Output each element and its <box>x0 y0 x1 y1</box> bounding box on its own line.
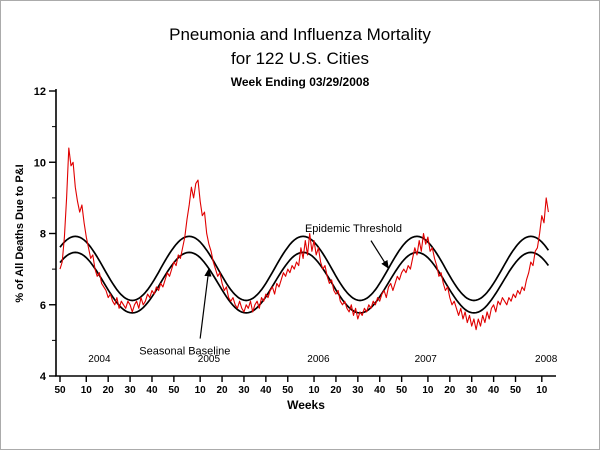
year-label-2008: 2008 <box>535 354 558 365</box>
x-tick-label: 40 <box>488 385 500 396</box>
series-observed-line <box>59 147 549 331</box>
x-tick-label: 50 <box>54 385 66 396</box>
curve-seasonal_baseline <box>59 251 550 314</box>
x-tick-label: 40 <box>146 385 158 396</box>
x-tick-label: 50 <box>168 385 180 396</box>
y-tick-label: 4 <box>40 371 47 383</box>
x-tick-label: 20 <box>103 385 115 396</box>
x-tick-label: 10 <box>308 385 320 396</box>
year-label-2004: 2004 <box>88 354 111 365</box>
chart-subtitle: Week Ending 03/29/2008 <box>230 75 370 89</box>
x-tick-label: 30 <box>352 385 364 396</box>
year-label-2007: 2007 <box>415 354 438 365</box>
annotation-arrow-1 <box>199 267 212 339</box>
annotation-label-1: Seasonal Baseline <box>139 345 230 357</box>
x-tick-label: 30 <box>238 385 250 396</box>
y-tick-label: 6 <box>40 300 46 312</box>
x-tick-label: 20 <box>216 385 228 396</box>
x-tick-label: 30 <box>466 385 478 396</box>
x-tick-label: 40 <box>374 385 386 396</box>
x-tick-label: 50 <box>396 385 408 396</box>
x-tick-label: 20 <box>330 385 342 396</box>
y-tick-label: 12 <box>34 86 46 98</box>
annotation-arrow-0 <box>370 240 390 269</box>
x-tick-label: 10 <box>422 385 434 396</box>
y-axis-title: % of All Deaths Due to P&I <box>14 164 26 302</box>
x-tick-label: 10 <box>536 385 548 396</box>
y-tick-label: 8 <box>40 229 46 241</box>
x-tick-label: 30 <box>125 385 137 396</box>
year-label-2006: 2006 <box>307 354 330 365</box>
y-tick-label: 10 <box>34 157 46 169</box>
x-tick-label: 20 <box>444 385 456 396</box>
curve-epidemic_threshold <box>59 235 550 302</box>
x-tick-label: 50 <box>282 385 294 396</box>
x-tick-label: 50 <box>510 385 522 396</box>
chart-title-line1: Pneumonia and Influenza Mortality <box>169 25 431 44</box>
x-tick-label: 40 <box>260 385 272 396</box>
year-label-2005: 2005 <box>198 354 221 365</box>
annotation-label-0: Epidemic Threshold <box>305 223 402 235</box>
x-tick-label: 10 <box>195 385 207 396</box>
chart-title-line2: for 122 U.S. Cities <box>231 49 369 68</box>
x-tick-label: 10 <box>81 385 93 396</box>
chart-header: Pneumonia and Influenza Mortality for 12… <box>1 23 599 89</box>
x-axis-title: Weeks <box>287 398 325 412</box>
